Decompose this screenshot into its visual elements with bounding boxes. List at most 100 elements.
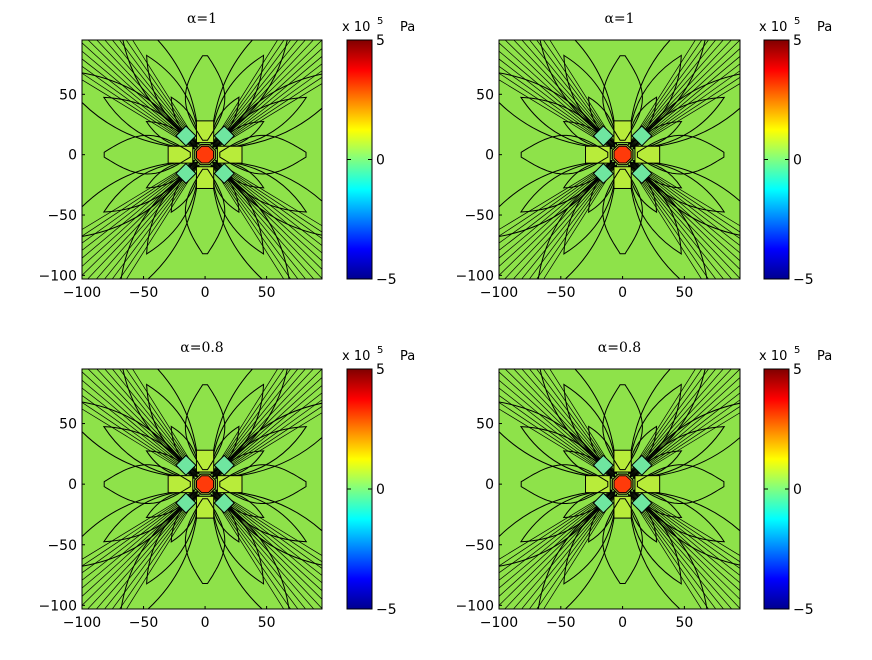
contour-fan-line	[634, 83, 740, 148]
contour-fan-line	[215, 399, 322, 477]
contour-fan-line	[629, 369, 696, 473]
contour-petal-outer	[120, 493, 200, 609]
contour-fan-line	[521, 163, 616, 279]
contour-axis-petal	[216, 145, 243, 164]
contour-fan-line	[528, 494, 616, 609]
y-tick-label: −100	[456, 268, 494, 284]
contour-fan-line	[111, 164, 198, 279]
colorbar-tick-label: 0	[376, 153, 385, 169]
contour-axis-petal	[613, 495, 632, 519]
contour-fan-line	[629, 495, 709, 609]
x-tick-label: 0	[201, 285, 210, 301]
contour-petal-outer	[499, 489, 613, 567]
contour-axis-outer	[184, 168, 226, 255]
contour-fan-line	[542, 40, 616, 144]
contour-fan-line	[82, 58, 196, 148]
contour-fan-line	[214, 392, 322, 478]
contour-petal-outer	[214, 489, 322, 566]
x-tick-label: −50	[129, 615, 159, 631]
contour-fan-line	[212, 163, 307, 279]
contour-lines-group	[499, 40, 740, 279]
x-tick-label: 0	[201, 615, 210, 631]
colorbar-tick-label: 5	[376, 362, 385, 378]
contour-fan-line	[217, 491, 322, 556]
contour-petal-outer	[499, 160, 613, 237]
contour-fan-line	[499, 58, 614, 148]
contour-petal-mid	[632, 96, 726, 150]
contour-fan-line	[212, 493, 307, 609]
chart-title: α=1	[187, 11, 217, 27]
x-tick-label: 50	[258, 285, 276, 301]
contour-inner-lobe	[175, 162, 197, 185]
y-tick-label: −50	[464, 208, 494, 224]
contour-fan-line	[82, 79, 194, 148]
contour-petal-outer	[537, 493, 617, 609]
colorbar-multiplier: x 10	[342, 349, 370, 364]
x-tick-label: 0	[618, 615, 627, 631]
contour-petal-outer	[499, 401, 613, 479]
colorbar-multiplier: x 10	[342, 20, 370, 35]
colorbar-tick-label: 0	[793, 482, 802, 498]
chart-title: α=0.8	[180, 340, 223, 356]
contour-fan-line	[212, 40, 278, 143]
contour-fan-line	[632, 399, 740, 477]
colorbar-exponent: 5	[794, 16, 800, 27]
contour-petal-outer	[632, 73, 740, 150]
y-tick-label: −100	[456, 598, 494, 614]
contour-fan-line	[217, 412, 322, 478]
contour-inner-lobe	[213, 125, 235, 147]
contour-fan-line	[214, 161, 322, 247]
contour-petal-mid	[628, 164, 682, 255]
contour-inner-lobe	[592, 162, 614, 185]
contour-fan-line	[529, 40, 616, 146]
contour-fan-line	[632, 491, 740, 569]
contour-fan-line	[82, 491, 194, 560]
x-tick-label: −100	[63, 285, 101, 301]
y-tick-label: −100	[39, 598, 77, 614]
center-octagon	[613, 475, 632, 494]
contour-inner-lobe	[213, 162, 235, 185]
colorbar-gradient	[346, 368, 373, 610]
contour-axis-petal	[613, 449, 632, 473]
contour-fan-line	[499, 408, 611, 478]
contour-fan-line	[631, 63, 740, 148]
colorbar-gradient	[763, 368, 790, 610]
colorbar-gradient	[346, 39, 373, 280]
contour-fan-line	[499, 161, 612, 237]
contour-axis-outer	[184, 498, 226, 584]
contour-fan-line	[629, 40, 709, 145]
contour-fan-line	[499, 387, 614, 478]
colorbar-tick-label: 0	[376, 482, 385, 498]
contour-petal-outer	[210, 164, 290, 279]
contour-fan-line	[536, 495, 616, 609]
contour-petal-mid	[632, 160, 726, 213]
contour-petal-outer	[210, 493, 290, 609]
colorbar-tick-label: 5	[376, 33, 385, 49]
contour-fan-line	[125, 369, 198, 474]
contour-axis-petal	[634, 145, 661, 164]
contour-axis-petal	[195, 495, 215, 519]
contour-petal-outer	[628, 164, 708, 279]
contour-fan-line	[212, 495, 292, 609]
colorbar-tick-label: 5	[793, 362, 802, 378]
contour-axis-petal	[613, 120, 632, 144]
contour-fan-line	[82, 161, 195, 237]
plot-frame	[81, 39, 323, 280]
contour-petal-mid	[628, 493, 682, 585]
contour-petal-mid	[210, 493, 265, 585]
contour-fan-line	[499, 491, 611, 560]
contour-fan-line	[632, 70, 740, 148]
contour-petal-outer	[82, 72, 196, 150]
contour-fan-line	[216, 491, 322, 563]
contour-petal-mid	[519, 160, 613, 213]
y-tick-label: 0	[485, 148, 494, 164]
colorbar: 5 0 −5 x 10 5 Pa	[759, 16, 832, 288]
contour-fan-line	[521, 493, 616, 609]
contour-fan-line	[634, 491, 740, 556]
contour-inner-lobe	[631, 492, 653, 514]
colorbar-tick-label: −5	[793, 272, 814, 288]
contour-fan-line	[82, 387, 196, 478]
